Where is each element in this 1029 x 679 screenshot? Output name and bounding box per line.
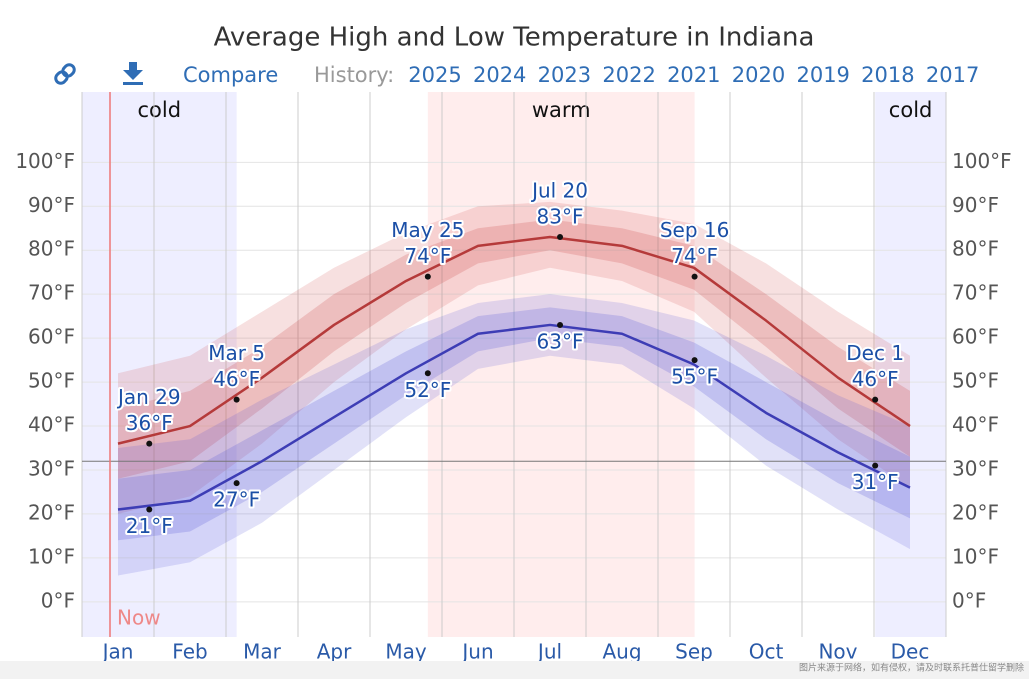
history-label: History: [314,63,394,87]
high-point [557,234,564,241]
x-tick-label: Oct [749,640,784,664]
season-label: warm [532,98,591,122]
low-point [872,462,879,469]
annotation-low: 55°F [671,365,718,389]
year-link[interactable]: 2023 [538,63,591,87]
high-point [233,396,240,403]
y-tick-label-right: 80°F [952,237,999,261]
y-tick-label: 100°F [15,149,75,173]
year-link[interactable]: 2020 [732,63,785,87]
x-tick-label: Mar [243,640,282,664]
x-tick-label: Sep [675,640,713,664]
annotation-high: 74°F [404,244,451,268]
y-tick-label-right: 0°F [952,588,986,612]
percentile-band [118,219,910,479]
temperature-line [117,235,911,445]
x-tick-label: Nov [818,640,857,664]
y-tick-label: 0°F [41,588,75,612]
x-tick-label: Jan [101,640,134,664]
annotation-low: 21°F [126,514,173,538]
year-links: 2025 2024 2023 2022 2021 2020 2019 2018 2017 [408,63,979,87]
y-tick-label-right: 40°F [952,413,999,437]
footer-strip [0,661,1029,679]
high-point [691,273,698,280]
high-point [872,396,879,403]
annotation-low: 52°F [404,378,451,402]
annotation-high: 46°F [852,367,899,391]
percentile-band [118,294,910,576]
annotation-low: 63°F [537,329,584,353]
low-point [233,480,240,487]
y-tick-label: 40°F [28,413,75,437]
y-tick-label: 90°F [28,193,75,217]
year-link[interactable]: 2024 [473,63,526,87]
annotation-date: Jan 29 [116,385,181,409]
season-band [427,92,695,637]
year-link[interactable]: 2025 [408,63,461,87]
year-link[interactable]: 2017 [926,63,979,87]
plot: cold warm cold 0°F 0°F 10°F 10°F 20°F 20°F 30°F 30… [0,92,1029,679]
x-tick-label: Feb [172,640,207,664]
y-tick-label-right: 70°F [952,281,999,305]
link-icon[interactable] [54,63,77,86]
x-tick-label: Aug [602,640,641,664]
now-label: Now [117,606,161,630]
annotation-high: 36°F [126,411,173,435]
y-tick-label: 50°F [28,369,75,393]
x-tick-label: Dec [891,640,930,664]
annotation-low: 27°F [213,488,260,512]
annotation-date: Dec 1 [846,341,904,365]
y-tick-label: 80°F [28,237,75,261]
annotation-high: 83°F [537,205,584,229]
y-tick-label-right: 10°F [952,544,999,568]
chart-title: Average High and Low Temperature in Indi… [214,23,815,53]
annotation-date: Mar 5 [208,341,265,365]
y-tick-label: 20°F [28,500,75,524]
x-tick-label: Apr [317,640,352,664]
low-point [557,321,564,328]
y-tick-label-right: 50°F [952,369,999,393]
annotation-high: 46°F [213,367,260,391]
high-point [146,440,153,447]
y-tick-label-right: 100°F [952,149,1012,173]
annotation-date: Sep 16 [660,218,730,242]
annotation-date: Jul 20 [530,179,588,203]
y-tick-label-right: 30°F [952,456,999,480]
y-tick-label-right: 60°F [952,325,999,349]
annotation-low: 31°F [852,470,899,494]
low-point [424,370,431,377]
year-link[interactable]: 2018 [861,63,914,87]
y-tick-label-right: 20°F [952,500,999,524]
y-tick-label: 10°F [28,544,75,568]
season-band [82,92,237,637]
high-point [424,273,431,280]
percentile-band [118,307,910,541]
season-label: cold [138,98,182,122]
watermark: 图片来源于网络，如有侵权，请及时联系托普仕留学删除 [799,662,1024,674]
x-tick-label: Jun [460,640,493,664]
y-tick-label: 60°F [28,325,75,349]
y-tick-label-right: 90°F [952,193,999,217]
compare-link[interactable]: Compare [183,63,278,87]
season-label: cold [889,98,933,122]
year-link[interactable]: 2021 [667,63,720,87]
year-link[interactable]: 2022 [602,63,655,87]
y-tick-label: 30°F [28,456,75,480]
low-point [691,357,698,364]
x-tick-label: Jul [536,640,562,664]
annotation-high: 74°F [671,244,718,268]
temperature-line [117,323,911,511]
season-band [875,92,946,637]
download-icon[interactable] [123,62,143,85]
y-tick-label: 70°F [28,281,75,305]
year-link[interactable]: 2019 [796,63,849,87]
x-tick-label: May [385,640,427,664]
annotation-date: May 25 [391,218,464,242]
low-point [146,506,153,513]
